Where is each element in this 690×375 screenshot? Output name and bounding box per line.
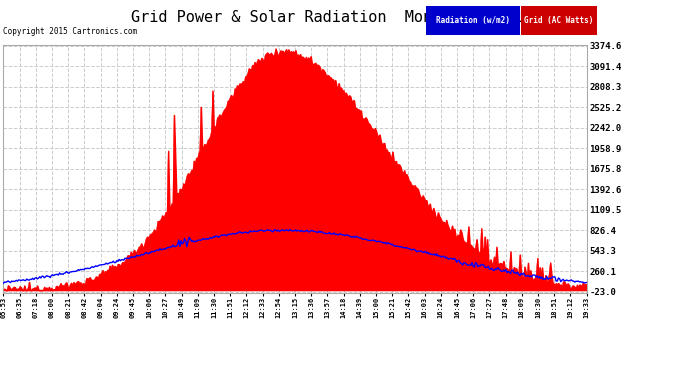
Text: Radiation (w/m2): Radiation (w/m2) (436, 16, 510, 25)
Text: Copyright 2015 Cartronics.com: Copyright 2015 Cartronics.com (3, 27, 137, 36)
Text: Grid (AC Watts): Grid (AC Watts) (524, 16, 593, 25)
Text: Grid Power & Solar Radiation  Mon Apr 27  19:49: Grid Power & Solar Radiation Mon Apr 27 … (130, 10, 560, 25)
